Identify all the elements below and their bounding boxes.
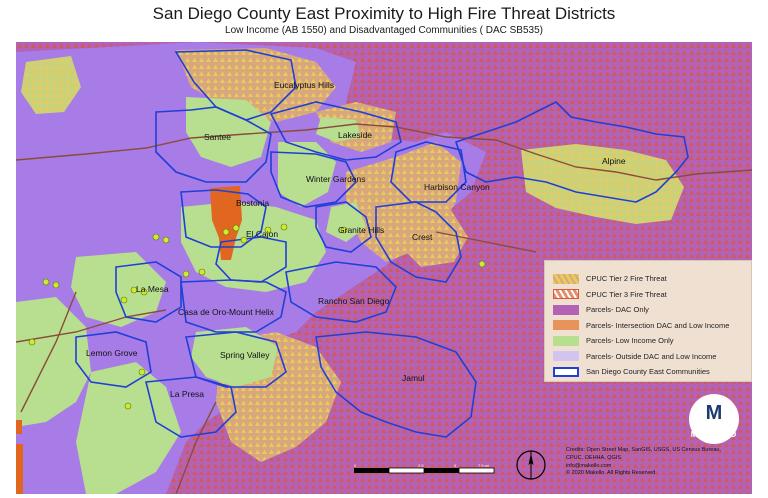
legend-item: Parcels- Outside DAC and Low Income [553,349,745,365]
place-label: Eucalyptus Hills [274,80,334,90]
north-arrow-icon [516,450,546,480]
credits-line: © 2020 Makello. All Rights Reserved. [566,470,657,477]
intersection-west-small [16,420,22,434]
legend-label: Parcels- Low Income Only [586,336,674,346]
intersection-bostonia [210,186,242,260]
boundary-swatch [553,366,579,377]
intersection-west [16,444,23,494]
community-boundaries [75,49,689,438]
legend-label: CPUC Tier 3 Fire Threat [586,289,667,299]
lowincome-winter-gardens [278,142,336,207]
lowincome-lakeside [316,117,361,142]
legend-label: Parcels- DAC Only [586,305,649,315]
place-label: Granite Hills [338,225,384,235]
legend-item: Parcels- Intersection DAC and Low Income [553,318,745,334]
logo-letter: M [705,402,723,424]
place-label: Crest [412,232,433,242]
lowincome-la-mesa [71,252,166,327]
logo-name: MAKELLO [690,430,738,439]
lowincome-swatch [553,335,579,346]
place-label: Lakeside [338,130,372,140]
place-label: La Presa [170,389,204,399]
legend-item: CPUC Tier 3 Fire Threat [553,287,745,303]
credits-block: Credits: Open Street Map, SanGIS, USGS, … [566,447,752,478]
map-title: San Diego County East Proximity to High … [152,4,616,23]
parcel-dots [28,223,486,410]
place-label: La Mesa [136,284,169,294]
legend-label: Parcels- Outside DAC and Low Income [586,351,717,361]
makello-logo: M [689,394,739,444]
place-label: Harbison Canyon [424,182,490,192]
map-subtitle: Low Income (AB 1550) and Disadvantaged C… [225,25,543,36]
dac-swatch [553,304,579,315]
lowincome-spring-valley [191,327,278,387]
place-label: Jamul [402,373,425,383]
map-canvas[interactable]: Eucalyptus Hills Santee Lakeside Alpine … [16,42,752,494]
intersection-swatch [553,320,579,331]
place-label: Rancho San Diego [318,296,390,306]
legend-item: Parcels- DAC Only [553,302,745,318]
tier2-alpine-area [521,144,684,224]
scale-tick: 5 [454,463,457,468]
lowincome-granite [326,202,366,242]
legend-label: San Diego County East Communities [586,367,710,377]
credits-line: info@makello.com [566,462,612,469]
legend-item: CPUC Tier 2 Fire Threat [553,271,745,287]
tier2-west-area [21,56,81,114]
scale-tick: 2.5 [418,463,424,468]
tier3-swatch [553,289,579,300]
place-label: Winter Gardens [306,174,366,184]
place-labels: Eucalyptus Hills Santee Lakeside Alpine … [86,80,626,399]
legend-label: Parcels- Intersection DAC and Low Income [586,320,730,330]
credits-line: CPUC, OEHHA, QGIS [566,454,622,461]
roads [16,123,752,494]
legend-item: San Diego County East Communities [553,364,745,380]
scale-tick: 7.5 mi [478,463,489,468]
scale-tick: 0 [354,463,357,468]
place-label: Lemon Grove [86,348,138,358]
tier2-crest-area [401,210,468,267]
lowincome-south [76,362,181,494]
tier2-north-area [176,48,336,122]
map-legend: CPUC Tier 2 Fire Threat CPUC Tier 3 Fire… [544,260,752,382]
place-label: Santee [204,132,231,142]
place-label: Alpine [602,156,626,166]
legend-label: CPUC Tier 2 Fire Threat [586,274,667,284]
place-label: Bostonia [236,198,269,208]
legend-item: Parcels- Low Income Only [553,333,745,349]
credits-line: Credits: Open Street Map, SanGIS, USGS, … [566,447,721,453]
place-label: Spring Valley [220,350,270,360]
tier2-swatch [553,273,579,284]
lowincome-santee [186,97,271,167]
place-label: Casa de Oro-Mount Helix [178,307,275,317]
map-svg: Eucalyptus Hills Santee Lakeside Alpine … [16,42,752,494]
outside-swatch [553,351,579,362]
place-label: El Cajon [246,229,278,239]
scale-bar: 0 2.5 5 7.5 mi [354,463,495,474]
lowincome-lemon-grove [16,297,91,427]
